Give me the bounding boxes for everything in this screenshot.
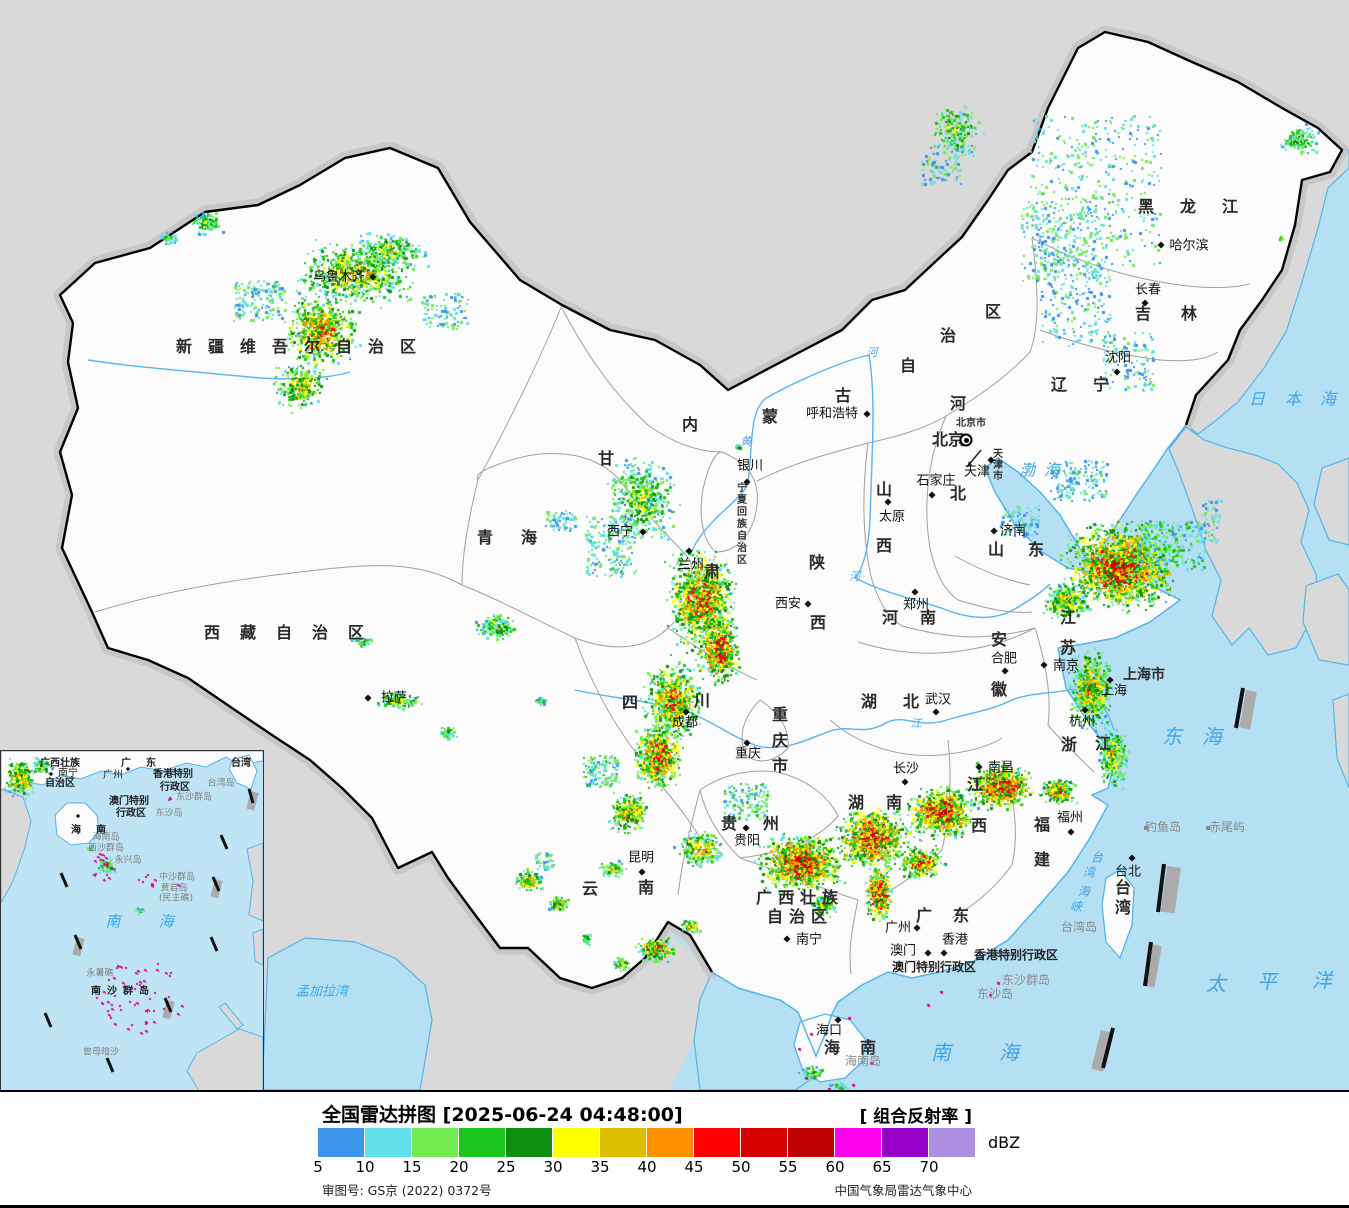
legend-swatch xyxy=(506,1128,553,1157)
inset-city-dot-icon xyxy=(125,766,131,772)
inset-label: 永兴岛 xyxy=(114,855,142,866)
inset-label: 海 xyxy=(158,912,174,931)
inset-label: 广西壮族 xyxy=(40,758,80,769)
legend-swatch xyxy=(318,1128,365,1157)
map-approval-number: 审图号: GS京 (2022) 0372号 xyxy=(322,1183,492,1198)
inset-label: 中沙群岛 xyxy=(158,872,196,883)
inset-label: 永暑礁 xyxy=(86,968,114,979)
inset-label: 东 xyxy=(146,758,156,769)
legend-title: 全国雷达拼图 [2025-06-24 04:48:00] xyxy=(322,1100,683,1127)
inset-label: 行政区 xyxy=(116,808,146,819)
inset-label: 广 xyxy=(121,758,131,769)
legend-tick-label: 65 xyxy=(872,1158,892,1176)
inset-echo-canvas xyxy=(1,751,263,1090)
legend-swatch xyxy=(882,1128,929,1157)
legend-tick-label: 5 xyxy=(313,1158,323,1176)
boundary-overlay-svg xyxy=(966,449,1257,1072)
inset-label: 广州 xyxy=(103,770,123,781)
legend-swatch xyxy=(835,1128,882,1157)
legend-tick-label: 15 xyxy=(402,1158,422,1176)
legend-swatch xyxy=(459,1128,506,1157)
inset-label: 海南岛 xyxy=(92,832,120,843)
legend-tick-label: 55 xyxy=(778,1158,798,1176)
legend-swatch xyxy=(788,1128,835,1157)
inset-label: 海 xyxy=(71,825,81,836)
inset-label: 东沙群岛 xyxy=(175,792,213,803)
legend-tick-label: 45 xyxy=(684,1158,704,1176)
legend-swatch xyxy=(365,1128,412,1157)
legend-tick-label: 30 xyxy=(543,1158,563,1176)
legend-swatch xyxy=(600,1128,647,1157)
inset-label: 台湾 xyxy=(231,758,251,769)
legend-swatch xyxy=(929,1128,976,1157)
inset-label: (民主礁) xyxy=(158,893,194,904)
unit-label: dBZ xyxy=(988,1133,1021,1152)
inset-labels-layer: 广西壮族自治区 南宁 广 东广州 香港特别行政区 澳门特别 行政区 台湾台湾岛东沙群岛东沙岛海… xyxy=(1,751,263,1090)
inset-label: 南 xyxy=(105,912,121,931)
inset-label: 香港特别 xyxy=(153,769,193,780)
legend-tick-label: 40 xyxy=(637,1158,657,1176)
legend-tick-label: 35 xyxy=(590,1158,610,1176)
legend-tick-label: 10 xyxy=(355,1158,375,1176)
south-china-sea-inset: 广西壮族自治区 南宁 广 东广州 香港特别行政区 澳门特别 行政区 台湾台湾岛东沙群岛东沙岛海… xyxy=(0,750,264,1090)
legend-swatch xyxy=(694,1128,741,1157)
legend-tick-label: 60 xyxy=(825,1158,845,1176)
inset-city-dot-icon xyxy=(48,771,54,777)
inset-label: 黄岩岛 xyxy=(160,883,188,894)
legend-tick-label: 25 xyxy=(496,1158,516,1176)
inset-label: 东沙岛 xyxy=(155,808,183,819)
inset-label: 南沙群岛 xyxy=(91,986,155,997)
inset-label: 西沙群岛 xyxy=(87,843,125,854)
inset-label: 行政区 xyxy=(160,782,190,793)
legend-panel: 全国雷达拼图 [2025-06-24 04:48:00] [ 组合反射率 ] d… xyxy=(0,1092,1349,1205)
inset-label: 自治区 xyxy=(45,778,75,789)
inset-label: 澳门特别 xyxy=(109,796,149,807)
timestamp: [2025-06-24 04:48:00] xyxy=(442,1104,683,1126)
inset-label: 南 xyxy=(96,825,106,836)
legend-tick-label: 50 xyxy=(731,1158,751,1176)
legend-swatch xyxy=(647,1128,694,1157)
legend-swatch xyxy=(412,1128,459,1157)
product-name: 全国雷达拼图 xyxy=(322,1104,437,1126)
inset-label: 南宁 xyxy=(58,768,78,779)
legend-swatch xyxy=(553,1128,600,1157)
inset-label: 曾母暗沙 xyxy=(82,1047,120,1058)
inset-label: 台湾岛 xyxy=(207,778,235,789)
inset-city-dot-icon xyxy=(75,813,81,819)
data-source-label: 中国气象局雷达气象中心 xyxy=(834,1183,972,1198)
color-scale-bar xyxy=(318,1128,976,1157)
legend-swatch xyxy=(741,1128,788,1157)
legend-tick-label: 20 xyxy=(449,1158,469,1176)
legend-tick-label: 70 xyxy=(919,1158,939,1176)
china-radar-map: 渤海黄海东海南海日本海太平洋孟加拉湾台湾海峡黄河河江 黑龙江吉林辽宁内蒙古自治区… xyxy=(0,0,1349,1092)
product-mode-label: [ 组合反射率 ] xyxy=(859,1107,972,1127)
